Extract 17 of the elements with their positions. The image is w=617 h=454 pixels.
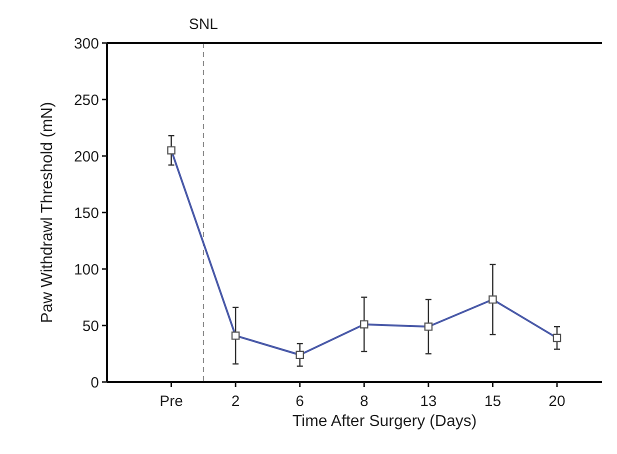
text: SNL bbox=[188, 16, 218, 33]
x-tick-label: 8 bbox=[360, 393, 368, 410]
x-tick-label: 13 bbox=[420, 393, 437, 410]
y-tick-label: 200 bbox=[74, 148, 99, 166]
x-tick-label: 6 bbox=[296, 393, 304, 410]
x-tick-label: 2 bbox=[231, 393, 240, 410]
y-tick-label: 0 bbox=[90, 374, 99, 392]
y-tick-label: 50 bbox=[82, 318, 99, 335]
x-tick-label: 15 bbox=[484, 393, 502, 410]
y-axis-title: Paw Withdrawl Threshold (mN) bbox=[39, 102, 56, 324]
y-tick-label: 250 bbox=[74, 92, 99, 109]
x-tick-label: 20 bbox=[548, 393, 566, 410]
y-tick-label: 100 bbox=[74, 261, 99, 278]
y-tick-label: 300 bbox=[74, 35, 99, 52]
x-axis-title: Time After Surgery (Days) bbox=[292, 413, 477, 430]
x-tick-label: Pre bbox=[160, 393, 183, 410]
y-tick-label: 150 bbox=[74, 204, 99, 222]
